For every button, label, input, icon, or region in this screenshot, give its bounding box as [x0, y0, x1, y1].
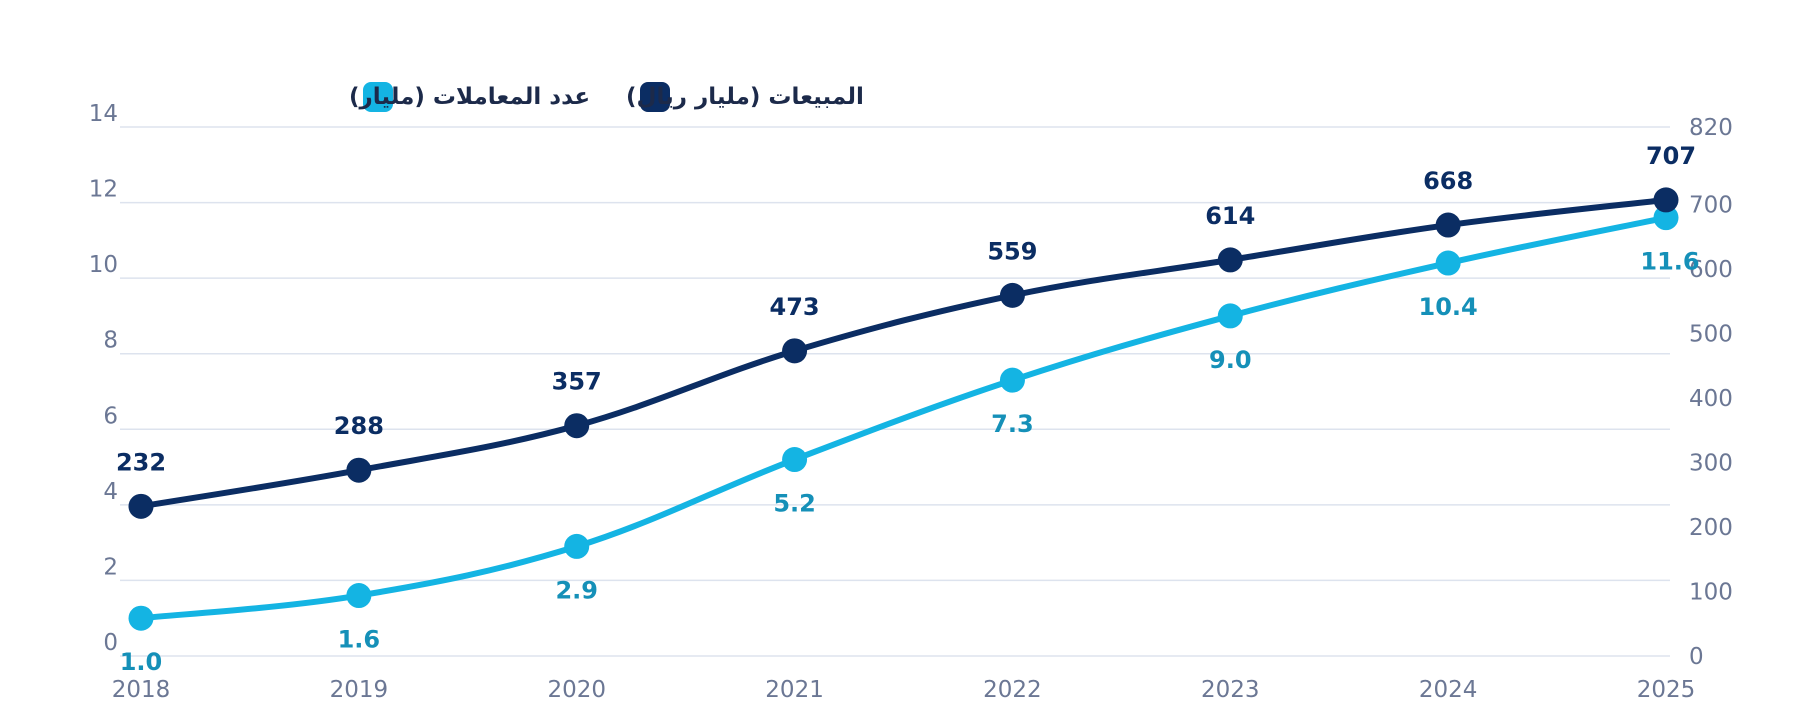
x-tick-label: 2025 — [1637, 677, 1696, 703]
x-tick-label: 2022 — [983, 677, 1042, 703]
legend-swatch — [640, 82, 670, 112]
data-point — [346, 583, 372, 609]
data-label: 10.4 — [1419, 293, 1478, 321]
x-tick-label: 2020 — [547, 677, 606, 703]
data-label: 232 — [116, 448, 166, 476]
data-label: 1.6 — [338, 626, 381, 654]
data-point — [782, 338, 808, 364]
y-right-tick-label: 500 — [1689, 321, 1733, 347]
y-left-tick-label: 4 — [103, 479, 118, 505]
data-point — [1435, 250, 1461, 276]
y-right-tick-label: 600 — [1689, 257, 1733, 283]
x-tick-label: 2023 — [1201, 677, 1260, 703]
legend-swatch — [363, 82, 393, 112]
x-tick-label: 2019 — [330, 677, 389, 703]
data-point — [999, 282, 1025, 308]
left-axis: 0 2 4 6 8 10 12 14 — [89, 101, 118, 656]
data-label: 9.0 — [1209, 346, 1252, 374]
series-line — [138, 214, 1669, 622]
data-label: 7.3 — [991, 410, 1034, 438]
right-axis: 0 100 200 300 400 500 600 700 820 — [1689, 115, 1733, 670]
y-left-tick-label: 2 — [103, 554, 118, 580]
data-label: 473 — [770, 293, 820, 321]
series-layer: 1.0 1.6 2.9 5.2 7.3 9.0 10.4 11.6 232 288 357 473 55… — [116, 142, 1700, 676]
y-right-tick-label: 200 — [1689, 515, 1733, 541]
data-point — [1217, 247, 1243, 273]
y-right-tick-label: 820 — [1689, 115, 1733, 141]
legend-label: المبيعات (مليار ريال) — [626, 84, 864, 110]
data-label: 11.6 — [1640, 248, 1699, 276]
data-point — [782, 447, 808, 473]
data-label: 2.9 — [555, 576, 598, 604]
y-left-tick-label: 8 — [103, 328, 118, 354]
y-right-tick-label: 100 — [1689, 579, 1733, 605]
data-label: 1.0 — [120, 648, 163, 676]
x-axis: 2018 2019 2020 2021 2022 2023 2024 2025 — [112, 677, 1696, 703]
y-right-tick-label: 700 — [1689, 192, 1733, 218]
y-left-tick-label: 6 — [103, 403, 118, 429]
y-left-tick-label: 12 — [89, 177, 118, 203]
data-point — [1217, 303, 1243, 329]
data-label: 668 — [1423, 167, 1473, 195]
x-tick-label: 2021 — [765, 677, 824, 703]
y-right-tick-label: 0 — [1689, 644, 1704, 670]
data-label: 559 — [987, 237, 1037, 265]
y-left-tick-label: 0 — [103, 630, 118, 656]
data-label: 707 — [1646, 142, 1696, 170]
x-tick-label: 2024 — [1419, 677, 1478, 703]
data-point — [1653, 187, 1679, 213]
grid-lines — [120, 126, 1670, 657]
series-left: 1.0 1.6 2.9 5.2 7.3 9.0 10.4 11.6 — [120, 205, 1700, 676]
legend-item: عدد المعاملات (مليار) — [349, 82, 590, 112]
x-tick-label: 2018 — [112, 677, 171, 703]
data-point — [999, 367, 1025, 393]
data-point — [1435, 212, 1461, 238]
y-right-tick-label: 400 — [1689, 386, 1733, 412]
legend-item: المبيعات (مليار ريال) — [626, 82, 864, 112]
y-left-tick-label: 10 — [89, 252, 118, 278]
data-point — [128, 493, 154, 519]
y-right-tick-label: 300 — [1689, 450, 1733, 476]
data-label: 5.2 — [773, 490, 816, 518]
series-line — [138, 196, 1669, 510]
data-label: 614 — [1205, 202, 1255, 230]
data-point — [564, 533, 590, 559]
series-right: 232 288 357 473 559 614 668 707 — [116, 142, 1696, 519]
legend: المبيعات (مليار ريال) عدد المعاملات (مليا… — [349, 82, 864, 112]
data-label: 357 — [552, 368, 602, 396]
data-point — [1653, 205, 1679, 231]
y-left-tick-label: 14 — [89, 101, 118, 127]
data-point — [564, 413, 590, 439]
data-point — [346, 457, 372, 483]
legend-label: عدد المعاملات (مليار) — [349, 84, 590, 110]
data-point — [128, 605, 154, 631]
data-label: 288 — [334, 412, 384, 440]
